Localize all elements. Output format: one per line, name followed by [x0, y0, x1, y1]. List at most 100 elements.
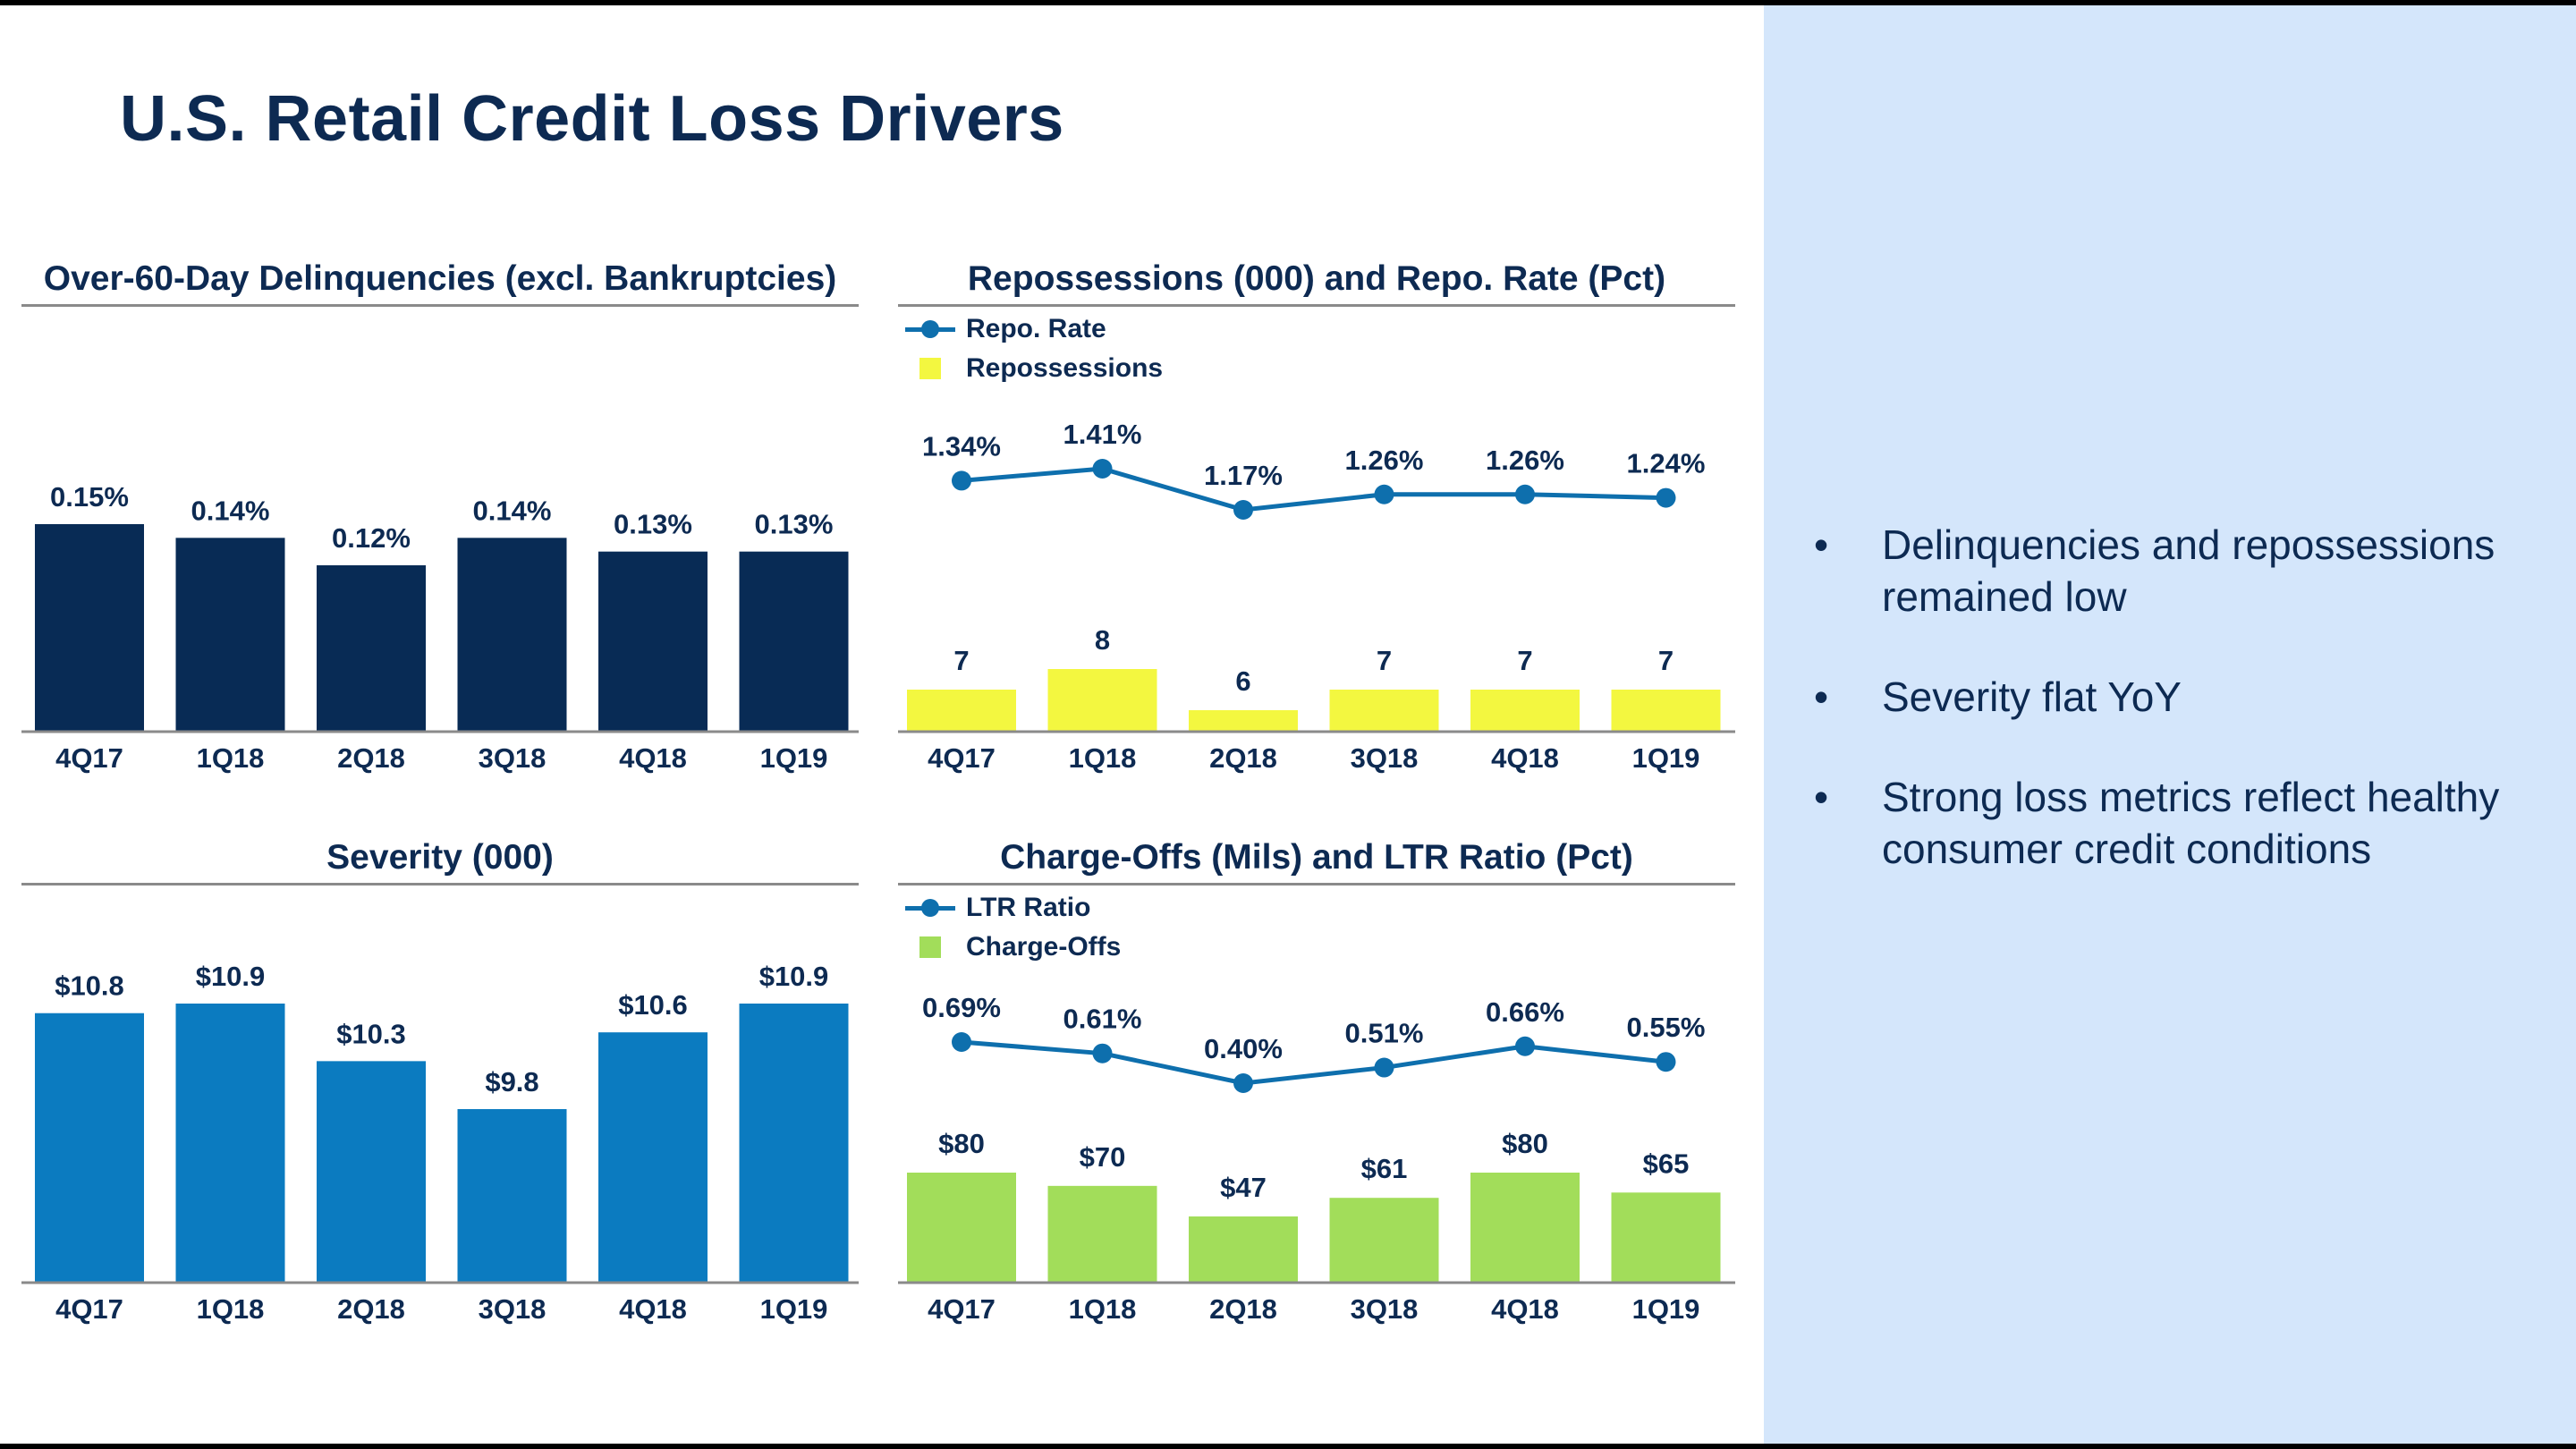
line-data-label: 0.69% [922, 992, 1001, 1023]
bar-data-label: $47 [1220, 1172, 1267, 1203]
line-data-label: 0.51% [1345, 1018, 1424, 1049]
line-data-label: 1.24% [1627, 448, 1706, 479]
data-label: $9.8 [485, 1066, 538, 1097]
line-point [952, 470, 971, 491]
line-data-label: 0.40% [1204, 1033, 1283, 1064]
chart-title-rule [21, 304, 859, 307]
data-label: $10.9 [759, 961, 829, 992]
bar-data-label: $80 [1502, 1128, 1548, 1159]
line-data-label: 0.61% [1063, 1004, 1142, 1035]
top-border [0, 0, 2576, 5]
bottom-border [0, 1444, 2576, 1449]
line-point [1233, 1073, 1253, 1093]
bar [1329, 1198, 1439, 1283]
bar [1189, 710, 1298, 732]
bullet-icon: • [1814, 774, 1829, 820]
line-point [1374, 484, 1394, 504]
bar-data-label: 7 [1517, 645, 1532, 676]
bar [1470, 1173, 1580, 1283]
line-data-label: 1.41% [1063, 419, 1142, 450]
data-label: $10.9 [196, 961, 266, 992]
bar [1189, 1216, 1298, 1283]
legend-item-line: Repo. Rate [905, 309, 1163, 349]
line-data-label: 1.26% [1345, 445, 1424, 476]
line-point [1092, 1043, 1113, 1063]
line-point [1656, 1052, 1676, 1072]
bar-data-label: 6 [1235, 665, 1250, 697]
legend-label: Repo. Rate [966, 314, 1106, 343]
bar [317, 1061, 426, 1283]
x-tick-label: 4Q18 [619, 742, 687, 774]
bar [739, 551, 849, 732]
x-tick-label: 3Q18 [479, 1293, 547, 1325]
legend-item-bar: Repossessions [905, 349, 1163, 388]
bar [1329, 690, 1439, 732]
legend-label: Repossessions [966, 353, 1164, 383]
legend-label: LTR Ratio [966, 893, 1091, 922]
bar [457, 538, 567, 732]
x-tick-label: 4Q18 [1491, 1293, 1559, 1325]
x-tick-label: 1Q19 [760, 742, 828, 774]
bar [317, 565, 426, 732]
bar [907, 690, 1016, 732]
bullet-item: • Delinquencies and repossessions remain… [1807, 519, 2522, 623]
bar [1047, 1185, 1157, 1283]
legend-item-line: LTR Ratio [905, 888, 1121, 928]
chart-title: Severity (000) [326, 838, 554, 877]
line-point [1515, 1036, 1535, 1056]
bar [598, 1032, 708, 1283]
bullet-icon: • [1814, 521, 1829, 568]
chart-title-rule [898, 304, 1735, 307]
bar [1470, 690, 1580, 732]
bullet-item: • Severity flat YoY [1807, 671, 2522, 723]
x-tick-label: 1Q19 [1632, 742, 1700, 774]
data-label: 0.14% [473, 495, 552, 526]
bar [1611, 690, 1721, 732]
commentary-bullets: • Delinquencies and repossessions remain… [1807, 519, 2522, 923]
chart-legend: Repo. Rate Repossessions [905, 309, 1163, 388]
severity-chart: Severity (000) $10.8 $10.9 $10.3 $9.8 $10.6 $… [21, 838, 859, 1339]
data-label: 0.12% [332, 522, 411, 554]
x-tick-label: 3Q18 [1351, 742, 1419, 774]
x-tick-label: 4Q17 [55, 1293, 123, 1325]
x-tick-label: 1Q19 [760, 1293, 828, 1325]
line-point [1515, 484, 1535, 504]
x-tick-label: 1Q18 [1069, 1293, 1137, 1325]
x-tick-label: 2Q18 [1209, 742, 1277, 774]
bar-data-label: $80 [938, 1128, 985, 1159]
bar [598, 551, 708, 732]
line-point [1092, 459, 1113, 479]
legend-label: Charge-Offs [966, 932, 1122, 962]
data-label: 0.14% [191, 495, 270, 526]
chargeoffs-plot: $80 $70 $47 $61 $80 $65 0.69% 0.61% 0.40% 0.51% 0.… [898, 992, 1735, 1325]
x-tick-label: 2Q18 [337, 742, 405, 774]
bullet-text: Delinquencies and repossessions remained… [1882, 521, 2496, 620]
bar-data-label: $70 [1080, 1141, 1126, 1173]
x-tick-label: 4Q18 [1491, 742, 1559, 774]
chart-title: Charge-Offs (Mils) and LTR Ratio (Pct) [1000, 838, 1633, 877]
bar [457, 1109, 567, 1283]
x-tick-label: 4Q18 [619, 1293, 687, 1325]
bar-data-label: 8 [1095, 624, 1110, 656]
bar [175, 1004, 285, 1283]
line-data-label: 0.66% [1486, 996, 1564, 1028]
x-tick-label: 1Q18 [197, 742, 265, 774]
line-data-label: 0.55% [1627, 1012, 1706, 1043]
x-tick-label: 2Q18 [1209, 1293, 1277, 1325]
data-label: 0.15% [50, 481, 129, 513]
legend-item-bar: Charge-Offs [905, 928, 1121, 967]
x-tick-label: 4Q17 [55, 742, 123, 774]
commentary-panel [1764, 5, 2576, 1444]
page-title: U.S. Retail Credit Loss Drivers [120, 83, 1064, 155]
x-tick-label: 4Q17 [928, 1293, 996, 1325]
x-tick-label: 1Q18 [197, 1293, 265, 1325]
data-label: 0.13% [755, 509, 834, 540]
line-point [1233, 500, 1253, 520]
line-marker-icon [905, 899, 955, 917]
chart-title-rule [21, 883, 859, 886]
chart-title: Over-60-Day Delinquencies (excl. Bankrup… [43, 259, 837, 298]
chart-legend: LTR Ratio Charge-Offs [905, 888, 1121, 967]
bar-data-label: $61 [1361, 1153, 1408, 1184]
data-label: 0.13% [614, 509, 692, 540]
x-tick-label: 2Q18 [337, 1293, 405, 1325]
